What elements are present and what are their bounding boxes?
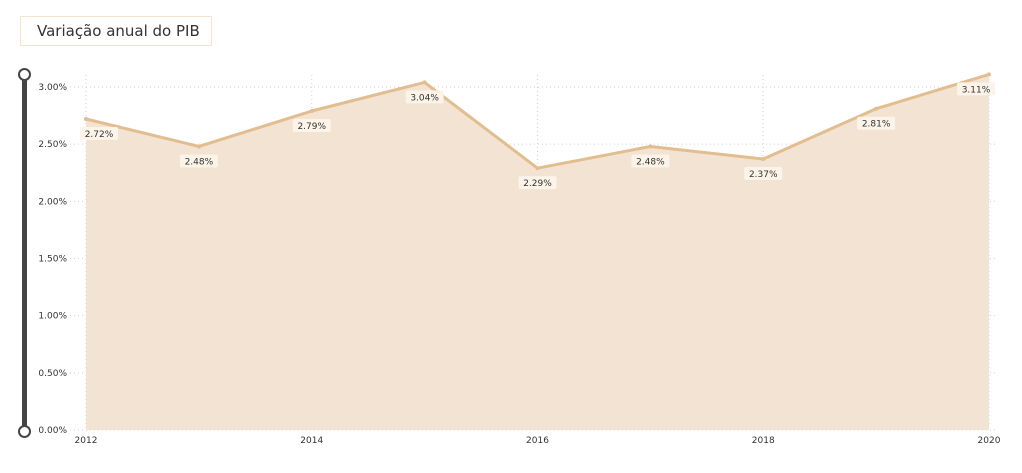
data-label-bg: [957, 82, 995, 96]
data-point[interactable]: [648, 144, 653, 149]
data-label: 2.72%: [85, 130, 114, 140]
chart-title: Variação anual do PIB: [37, 22, 200, 40]
range-slider-top-handle[interactable]: [18, 68, 31, 81]
y-tick-label: 1.00%: [38, 312, 67, 322]
data-label: 2.79%: [297, 122, 326, 132]
y-tick-label: 3.00%: [38, 83, 67, 93]
data-point[interactable]: [309, 109, 314, 114]
x-tick-label: 2018: [752, 436, 775, 446]
range-slider-track[interactable]: [22, 75, 27, 431]
range-slider-bottom-handle[interactable]: [18, 425, 31, 438]
data-point[interactable]: [761, 157, 766, 162]
data-point[interactable]: [196, 144, 201, 149]
area-layer: [84, 72, 991, 430]
data-label: 3.04%: [410, 93, 439, 103]
data-label-bg: [744, 167, 783, 181]
data-label-bg: [179, 154, 218, 168]
data-point[interactable]: [874, 106, 879, 111]
data-label-bg: [631, 154, 670, 168]
series-area: [86, 74, 989, 430]
data-label: 2.48%: [636, 157, 665, 167]
data-label: 2.29%: [523, 179, 552, 189]
y-tick-label: 0.50%: [38, 369, 67, 379]
data-label: 3.11%: [962, 85, 991, 95]
y-tick-label: 2.00%: [38, 197, 67, 207]
data-point[interactable]: [84, 117, 88, 122]
data-label: 2.37%: [749, 170, 778, 180]
data-label-bg: [292, 119, 331, 133]
data-point[interactable]: [535, 166, 540, 171]
data-point[interactable]: [987, 72, 991, 77]
data-label: 2.81%: [862, 120, 891, 130]
data-label-bg: [80, 127, 118, 141]
x-tick-label: 2012: [75, 436, 98, 446]
axes: 0.00% 0.50% 1.00% 1.50% 2.00% 2.50% 3.00% 2012 2…: [38, 83, 1000, 446]
data-label-bg: [857, 116, 896, 130]
data-label: 2.48%: [185, 157, 214, 167]
data-label-bg: [405, 90, 444, 104]
x-tick-label: 2014: [300, 436, 323, 446]
x-tick-label: 2020: [978, 436, 1001, 446]
y-tick-label: 1.50%: [38, 255, 67, 265]
y-tick-label: 0.00%: [38, 426, 67, 436]
data-labels: 2.72% 2.48% 2.79% 3.04% 2.29% 2.48% 2.37% 2.81%…: [80, 82, 995, 190]
x-tick-label: 2016: [526, 436, 549, 446]
data-label-bg: [518, 176, 557, 190]
data-point[interactable]: [422, 80, 427, 85]
y-tick-label: 2.50%: [38, 140, 67, 150]
chart-title-box: Variação anual do PIB: [20, 16, 212, 46]
